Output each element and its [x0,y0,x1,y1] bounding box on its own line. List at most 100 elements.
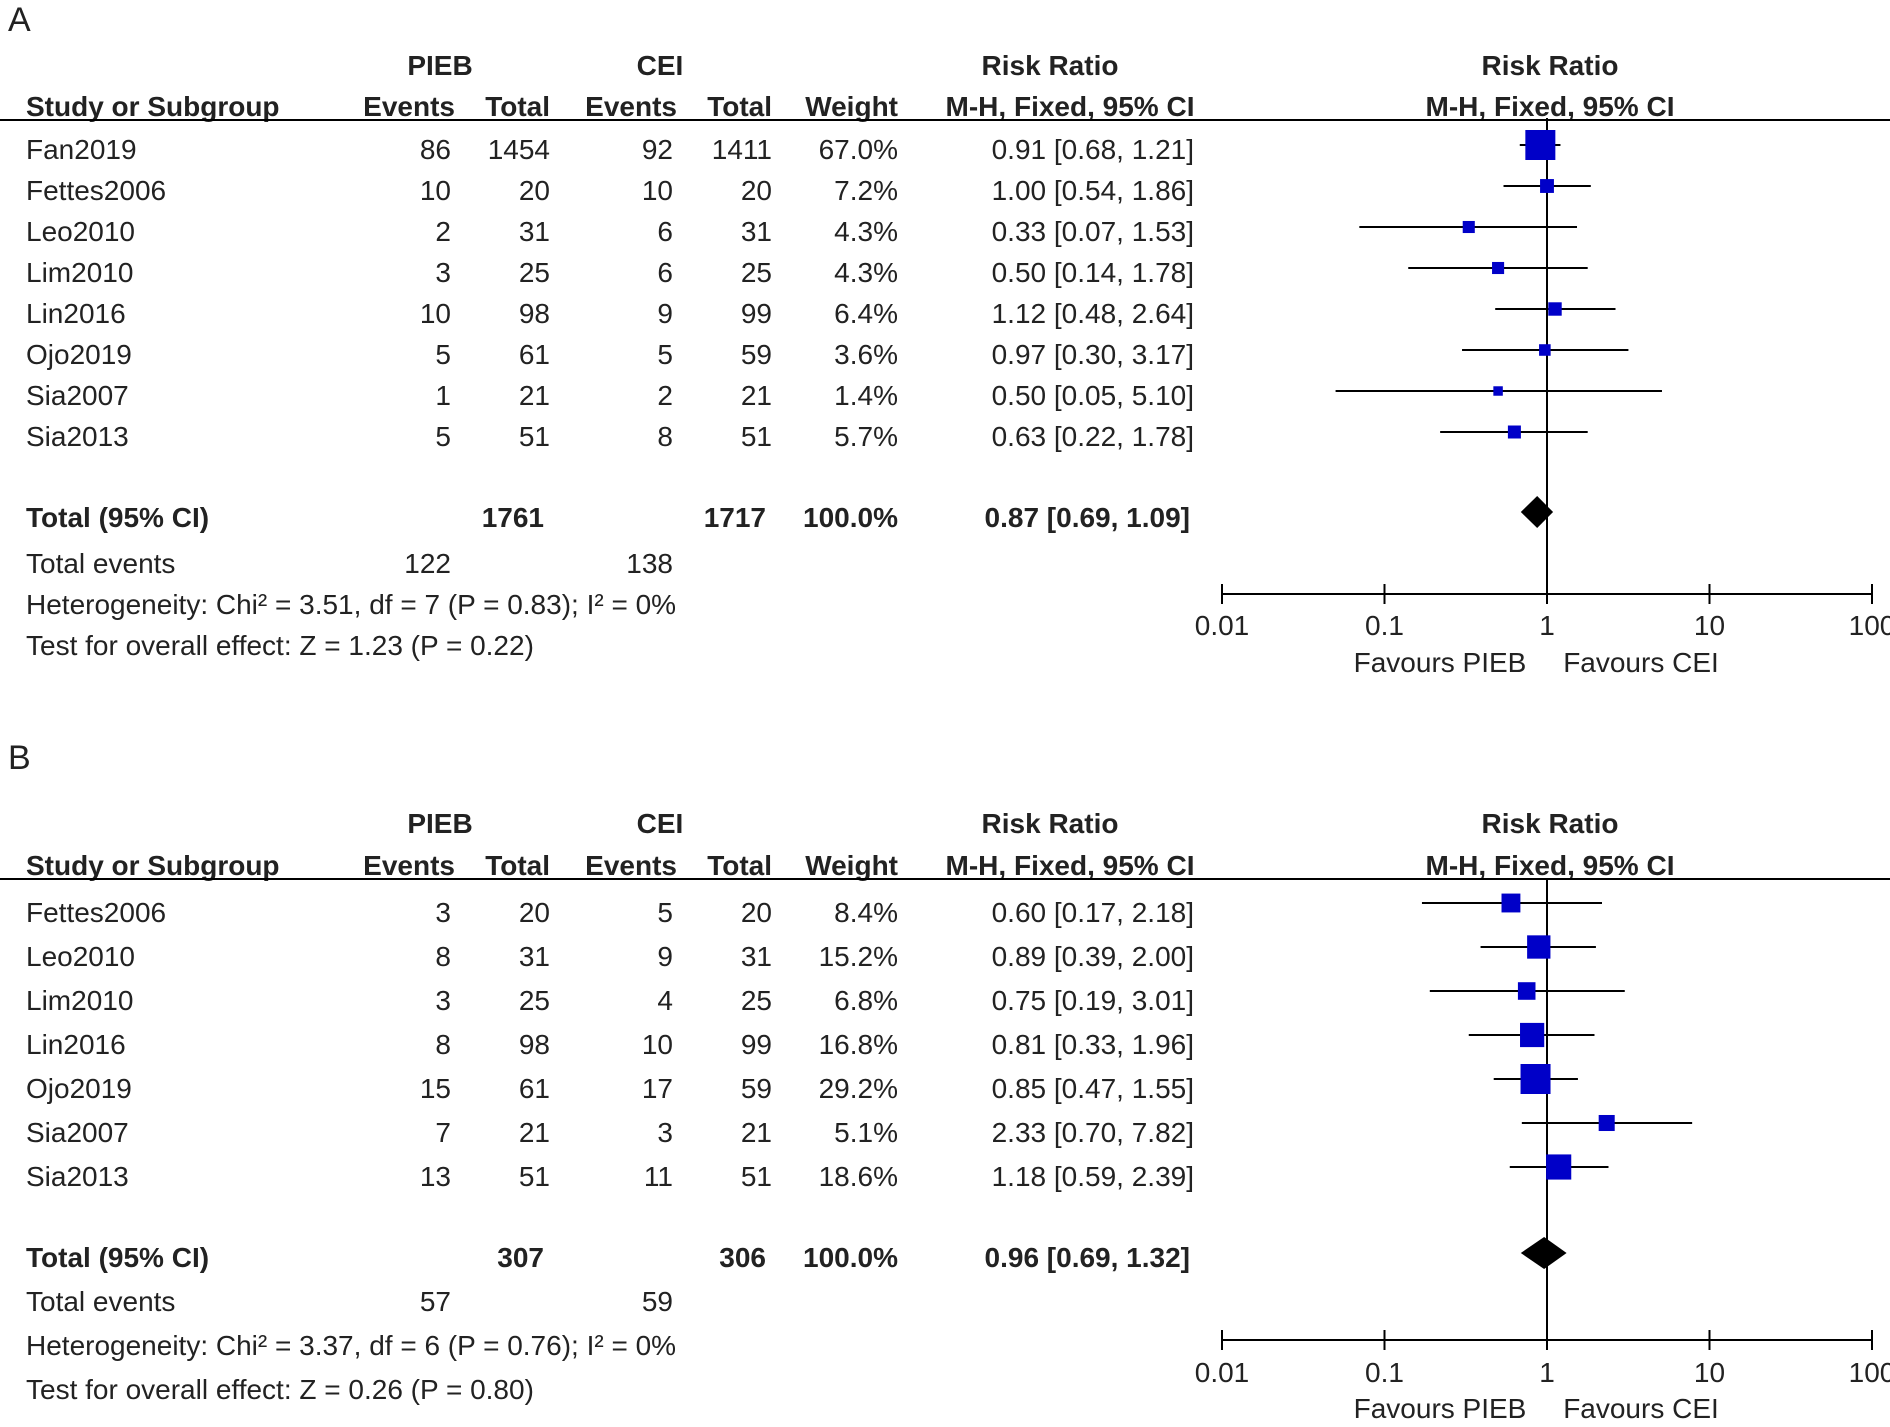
study-name: Fettes2006 [26,175,167,206]
weight-value: 3.6% [834,339,898,370]
weight-value: 18.6% [818,1161,898,1192]
panel-letter: A [8,1,31,39]
total2-value: 51 [740,421,772,452]
study-name: Fan2019 [26,134,137,165]
total-label: Total (95% CI) [26,502,210,533]
events1-value: 5 [435,421,451,452]
x-tick-label: 0.01 [1195,610,1250,641]
total2-value: 59 [740,339,772,370]
total2-col-header: Total [707,850,772,881]
weight-value: 8.4% [834,897,898,928]
overall-diamond [1520,1237,1567,1269]
study-name: Ojo2019 [26,1073,132,1104]
point-estimate-marker [1548,302,1562,316]
total1-sum: 1761 [481,502,544,533]
weight-value: 29.2% [818,1073,898,1104]
events2-value: 5 [657,897,673,928]
forest-plot-b: 0.01 0.1 1 10 100 [1195,878,1890,1388]
study-name: Lim2010 [26,985,134,1016]
events1-value: 8 [435,941,451,972]
ci-text: 0.85 [0.47, 1.55] [991,1073,1194,1104]
study-name: Sia2007 [26,1117,129,1148]
total1-value: 61 [518,1073,550,1104]
group2-header: CEI [636,50,684,81]
events2-value: 17 [641,1073,673,1104]
ci-text: 2.33 [0.70, 7.82] [991,1117,1194,1148]
total-events1: 57 [419,1286,451,1317]
ci-text: 0.81 [0.33, 1.96] [991,1029,1194,1060]
events1-value: 7 [435,1117,451,1148]
events2-value: 2 [657,380,673,411]
total-ci-text: 0.96 [0.69, 1.32] [984,1242,1190,1273]
point-estimate-marker [1527,935,1551,959]
study-name: Leo2010 [26,216,136,247]
events2-value: 6 [657,216,673,247]
point-estimate-marker [1507,425,1521,439]
events2-value: 4 [657,985,673,1016]
total2-value: 59 [740,1073,772,1104]
point-estimate-marker [1546,1154,1572,1180]
total2-sum: 306 [719,1242,766,1273]
total2-value: 20 [740,175,772,206]
method-col-header: M-H, Fixed, 95% CI [945,91,1195,122]
study-name: Sia2013 [26,421,129,452]
favours-right-label: Favours CEI [1563,1393,1719,1424]
panel-letter: B [8,739,31,777]
events2-col-header: Events [585,850,677,881]
study-name: Lim2010 [26,257,134,288]
x-tick-label: 0.1 [1365,1357,1404,1388]
rr-plot-header: Risk Ratio [1481,808,1619,839]
total1-sum: 307 [497,1242,544,1273]
total-label: Total (95% CI) [26,1242,210,1273]
rr-header: Risk Ratio [981,50,1119,81]
total-events2: 138 [626,548,673,579]
total1-value: 31 [518,941,550,972]
events1-col-header: Events [363,91,455,122]
total1-col-header: Total [485,91,550,122]
weight-value: 67.0% [818,134,898,165]
ci-text: 0.89 [0.39, 2.00] [991,941,1194,972]
x-tick-label: 1 [1539,610,1555,641]
events1-value: 13 [419,1161,451,1192]
method-plot-header: M-H, Fixed, 95% CI [1425,91,1675,122]
events1-value: 86 [419,134,451,165]
total2-value: 25 [740,985,772,1016]
total2-value: 21 [740,380,772,411]
total1-value: 61 [518,339,550,370]
favours-left-label: Favours PIEB [1353,647,1527,678]
events1-value: 3 [435,257,451,288]
ci-text: 0.50 [0.05, 5.10] [991,380,1194,411]
events2-value: 10 [641,175,673,206]
point-estimate-marker [1540,179,1554,193]
header-rule [0,119,1890,121]
forest-plot-panel-b: B PIEB CEI Risk Ratio Risk Ratio Study o… [0,740,1890,1427]
point-estimate-marker [1492,261,1505,275]
events1-col-header: Events [363,850,455,881]
ci-text: 0.50 [0.14, 1.78] [991,257,1194,288]
point-estimate-marker [1462,220,1475,234]
x-tick-label: 100 [1849,610,1890,641]
study-name: Leo2010 [26,941,136,972]
ci-text: 1.18 [0.59, 2.39] [991,1161,1194,1192]
study-name: Fettes2006 [26,897,167,928]
group1-header: PIEB [407,50,473,81]
total2-value: 51 [740,1161,772,1192]
x-tick-label: 0.1 [1365,610,1404,641]
ci-text: 0.91 [0.68, 1.21] [991,134,1194,165]
total1-value: 51 [518,421,550,452]
total2-value: 25 [740,257,772,288]
events1-value: 8 [435,1029,451,1060]
point-estimate-marker [1539,344,1551,356]
overall-effect-text: Test for overall effect: Z = 0.26 (P = 0… [26,1374,534,1405]
total1-value: 25 [518,257,550,288]
events2-value: 11 [643,1161,673,1192]
total2-value: 99 [740,298,772,329]
total2-value: 20 [740,897,772,928]
study-name: Sia2007 [26,380,129,411]
total-events2: 59 [641,1286,673,1317]
total2-sum: 1717 [703,502,766,533]
weight-value: 4.3% [834,216,898,247]
method-col-header: M-H, Fixed, 95% CI [945,850,1195,881]
ci-text: 1.00 [0.54, 1.86] [991,175,1194,206]
total2-value: 1411 [711,134,772,165]
